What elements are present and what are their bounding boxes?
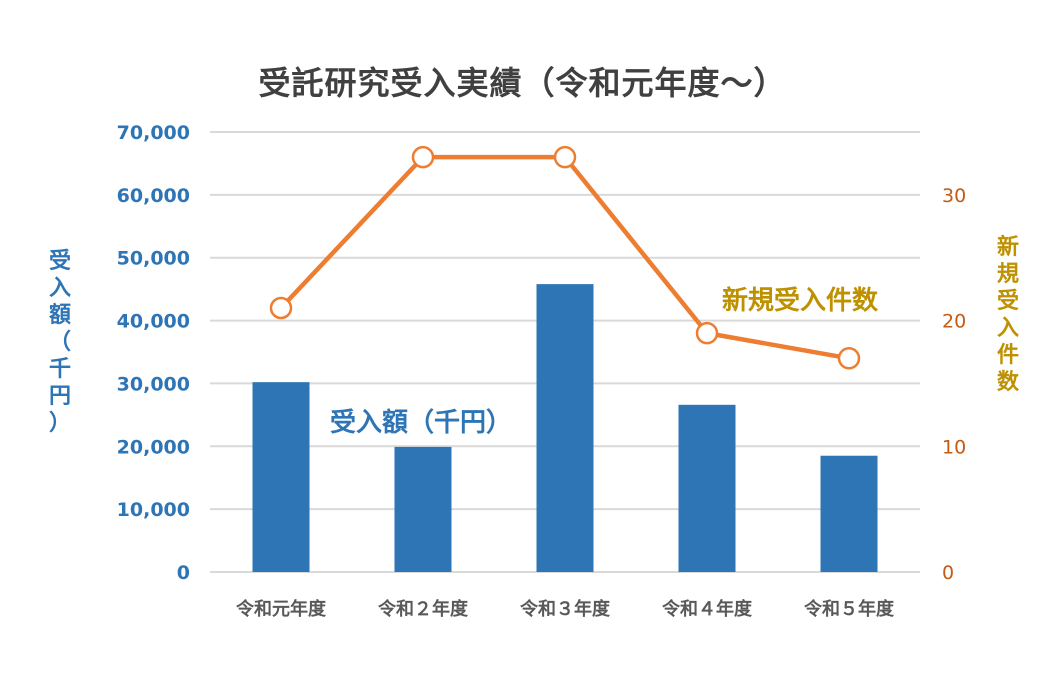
x-axis-ticks: 令和元年度 令和２年度 令和３年度 令和４年度 令和５年度 (235, 598, 895, 620)
axis-title-char: 額 (48, 303, 71, 328)
x-tick-label: 令和５年度 (803, 598, 895, 620)
right-tick-label: 10 (942, 436, 966, 458)
left-tick-label: 60,000 (117, 185, 190, 207)
x-tick-label: 令和元年度 (235, 598, 327, 620)
axis-title-char: （ (48, 330, 71, 355)
chart-title: 受託研究受入実績（令和元年度～） (258, 64, 787, 102)
line-marker (695, 321, 719, 345)
left-tick-label: 30,000 (117, 373, 190, 395)
axis-title-char: 受 (48, 249, 71, 274)
right-axis-ticks: 0 10 20 30 (942, 185, 966, 584)
right-axis-title: 新規受入件数 (993, 234, 1023, 396)
x-tick-label: 令和３年度 (519, 598, 611, 620)
line-series-new-contracts (269, 145, 861, 370)
left-axis-ticks: 0 10,000 20,000 30,000 40,000 50,000 60,000 70,… (117, 122, 190, 584)
left-tick-label: 70,000 (117, 122, 190, 144)
left-tick-label: 10,000 (117, 499, 190, 521)
line-series-annotation: 新規受入件数 (722, 286, 879, 316)
axis-title-char: 受 (996, 289, 1019, 314)
bar (820, 455, 878, 572)
axis-title-char: 数 (996, 370, 1019, 395)
bar (678, 404, 736, 572)
x-tick-label: 令和４年度 (661, 598, 753, 620)
bar-series-revenue (252, 284, 878, 572)
axis-title-char: 新 (996, 235, 1019, 260)
bar (252, 382, 310, 572)
axis-title-char: 件 (996, 343, 1019, 368)
left-tick-label: 50,000 (117, 248, 190, 270)
right-tick-label: 30 (942, 185, 966, 207)
right-tick-label: 0 (942, 562, 954, 584)
axis-title-char: 入 (996, 316, 1019, 341)
bar (536, 284, 594, 572)
x-tick-label: 令和２年度 (377, 598, 469, 620)
left-tick-label: 20,000 (117, 436, 190, 458)
axis-title-char: 入 (48, 276, 71, 301)
left-tick-label: 0 (177, 562, 190, 584)
line-marker (269, 296, 293, 320)
axis-title-char: 千 (48, 357, 71, 382)
axis-title-char: ） (48, 411, 71, 436)
bar (394, 446, 452, 572)
line-marker (411, 145, 435, 169)
bar-series-annotation: 受入額（千円） (330, 408, 513, 438)
right-tick-label: 20 (942, 311, 966, 333)
axis-title-char: 規 (996, 262, 1019, 287)
left-axis-title: 受入額（千円） (45, 248, 75, 437)
axis-title-char: 円 (48, 384, 71, 409)
line-marker (553, 145, 577, 169)
left-tick-label: 40,000 (117, 311, 190, 333)
line-marker (837, 347, 861, 370)
